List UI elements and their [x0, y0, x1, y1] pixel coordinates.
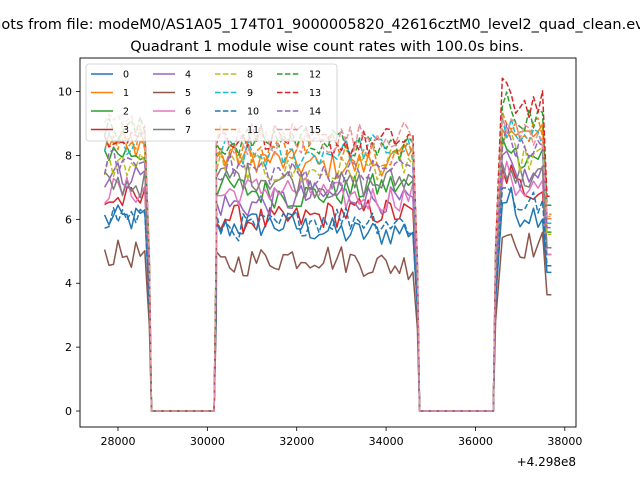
legend-label-9: 9 — [247, 88, 253, 99]
legend-label-10: 10 — [247, 107, 259, 118]
legend-label-11: 11 — [247, 125, 259, 136]
x-tick-label: 28000 — [100, 435, 135, 448]
legend-label-12: 12 — [309, 70, 321, 81]
y-tick-label: 2 — [65, 341, 72, 354]
legend-label-8: 8 — [247, 70, 253, 81]
legend-label-0: 0 — [123, 70, 129, 81]
legend-label-5: 5 — [185, 88, 191, 99]
legend-label-1: 1 — [123, 88, 129, 99]
x-tick-label: 32000 — [279, 435, 314, 448]
x-tick-label: 36000 — [458, 435, 493, 448]
y-tick-label: 4 — [65, 277, 72, 290]
figure-suptitle: Plots from file: modeM0/AS1A05_174T01_90… — [0, 17, 640, 33]
x-tick-label: 30000 — [190, 435, 225, 448]
legend-label-4: 4 — [185, 70, 191, 81]
legend-label-15: 15 — [309, 125, 321, 136]
x-axis: 28000 30000 32000 34000 36000 38000 — [100, 427, 582, 448]
legend-label-6: 6 — [185, 107, 191, 118]
legend-label-7: 7 — [185, 125, 191, 136]
legend-box — [85, 63, 338, 142]
legend-label-3: 3 — [123, 125, 129, 136]
y-tick-label: 10 — [58, 86, 72, 99]
y-tick-label: 6 — [65, 213, 72, 226]
x-axis-offset-label: +4.298e8 — [517, 455, 576, 469]
y-tick-label: 0 — [65, 405, 72, 418]
y-axis: 0 2 4 6 8 10 — [58, 86, 80, 418]
y-tick-label: 8 — [65, 149, 72, 162]
legend-label-13: 13 — [309, 88, 321, 99]
plot-frame — [79, 57, 577, 428]
series-layer — [103, 77, 552, 412]
x-tick-label: 38000 — [547, 435, 582, 448]
legend-label-2: 2 — [123, 107, 129, 118]
x-tick-label: 34000 — [369, 435, 404, 448]
legend-label-14: 14 — [309, 107, 321, 118]
chart-title: Quadrant 1 module wise count rates with … — [130, 39, 524, 55]
series-line-14 — [103, 123, 552, 412]
